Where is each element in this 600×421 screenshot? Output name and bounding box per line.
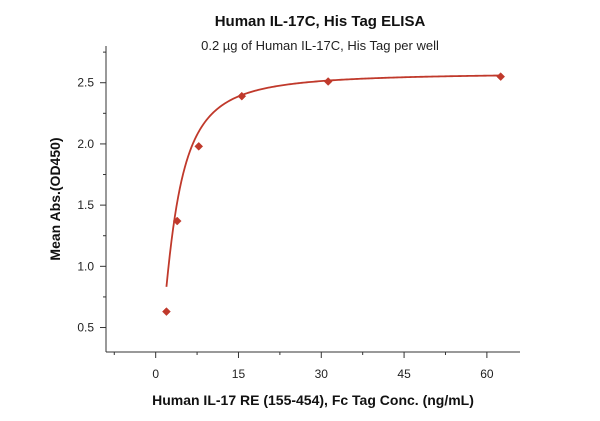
x-tick-label: 15 bbox=[232, 367, 246, 381]
x-tick-label: 30 bbox=[315, 367, 329, 381]
data-point bbox=[496, 72, 506, 81]
chart-title: Human IL-17C, His Tag ELISA bbox=[215, 13, 426, 30]
x-axis-title: Human IL-17 RE (155-454), Fc Tag Conc. (… bbox=[152, 392, 474, 408]
y-tick-label: 2.0 bbox=[77, 137, 94, 151]
x-tick-label: 0 bbox=[152, 367, 159, 381]
data-point bbox=[194, 142, 204, 151]
data-point bbox=[172, 216, 182, 226]
y-ticks: 0.5 1.0 1.5 2.0 2.5 bbox=[77, 51, 106, 335]
x-tick-label: 60 bbox=[480, 367, 494, 381]
data-point bbox=[323, 77, 333, 86]
fit-curve bbox=[165, 74, 501, 287]
data-points-layer bbox=[162, 72, 506, 316]
y-axis-title: Mean Abs.(OD450) bbox=[47, 137, 63, 260]
x-ticks: 0 15 30 45 60 bbox=[113, 352, 494, 381]
y-tick-label: 1.0 bbox=[77, 259, 94, 273]
chart-subtitle: 0.2 µg of Human IL-17C, His Tag per well bbox=[201, 38, 439, 53]
y-tick-label: 1.5 bbox=[77, 198, 94, 212]
axes bbox=[105, 46, 520, 353]
x-tick-label: 45 bbox=[397, 367, 411, 381]
data-point bbox=[162, 307, 171, 316]
y-tick-label: 2.5 bbox=[77, 76, 94, 90]
fit-curve-layer bbox=[165, 74, 501, 287]
y-tick-label: 0.5 bbox=[77, 321, 94, 335]
data-point bbox=[237, 91, 247, 101]
